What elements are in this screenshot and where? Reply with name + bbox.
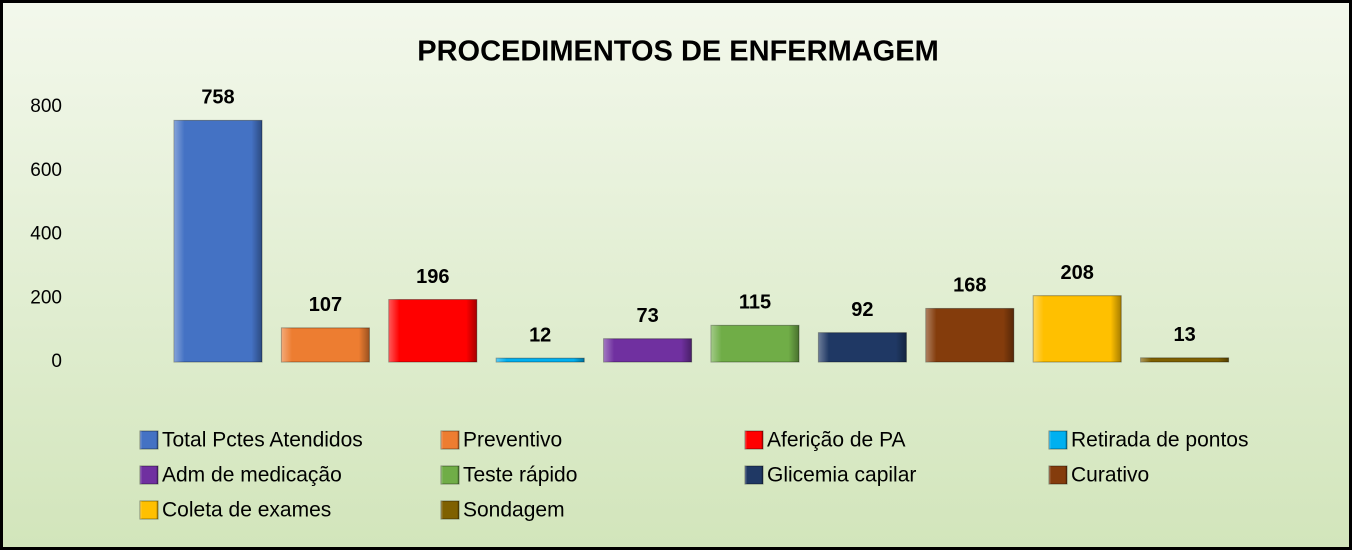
y-tick-label: 400 — [30, 224, 62, 245]
legend-label: Teste rápido — [463, 464, 577, 487]
bar-shade — [174, 120, 262, 362]
legend-label: Preventivo — [463, 429, 562, 452]
bar-shade — [925, 308, 1014, 362]
legend-label: Aferição de PA — [767, 429, 906, 452]
legend-label: Retirada de pontos — [1071, 429, 1248, 452]
legend-swatch-shade — [140, 466, 158, 484]
legend-swatch-shade — [140, 431, 158, 449]
bar-shade — [496, 358, 585, 362]
legend-swatch-shade — [1049, 431, 1067, 449]
legend-label: Glicemia capilar — [767, 464, 916, 487]
data-label: 73 — [636, 305, 658, 327]
legend-label: Curativo — [1071, 464, 1149, 487]
data-label: 92 — [851, 299, 873, 321]
bar-shade — [1140, 357, 1229, 362]
data-label: 208 — [1061, 262, 1094, 284]
y-tick-label: 800 — [30, 96, 62, 117]
bar-shade — [711, 325, 799, 362]
data-label: 758 — [201, 87, 234, 109]
legend-swatch-shade — [745, 466, 763, 484]
legend-label: Coleta de exames — [162, 499, 331, 522]
legend-swatch-shade — [441, 466, 459, 484]
legend-swatch-shade — [441, 431, 459, 449]
legend-swatch-shade — [140, 501, 158, 519]
bar-shade — [281, 327, 370, 362]
legend-label: Total Pctes Atendidos — [162, 429, 363, 452]
legend-swatch-shade — [1049, 466, 1067, 484]
y-tick-label: 0 — [51, 351, 62, 372]
bar-shade — [388, 299, 477, 362]
data-label: 168 — [953, 275, 986, 297]
data-label: 13 — [1173, 324, 1195, 346]
data-label: 115 — [739, 292, 771, 314]
legend-swatch-shade — [745, 431, 763, 449]
legend-label: Adm de medicação — [162, 464, 342, 487]
data-label: 107 — [309, 294, 342, 316]
bar-shade — [1033, 295, 1122, 362]
data-label: 196 — [416, 266, 449, 288]
y-tick-label: 200 — [30, 287, 62, 308]
chart-title: PROCEDIMENTOS DE ENFERMAGEM — [417, 36, 939, 68]
bar-shade — [603, 338, 692, 362]
y-tick-label: 600 — [30, 160, 62, 181]
bar-shade — [818, 332, 907, 362]
legend-label: Sondagem — [463, 499, 565, 522]
data-label: 12 — [529, 324, 551, 346]
legend-swatch-shade — [441, 501, 459, 519]
